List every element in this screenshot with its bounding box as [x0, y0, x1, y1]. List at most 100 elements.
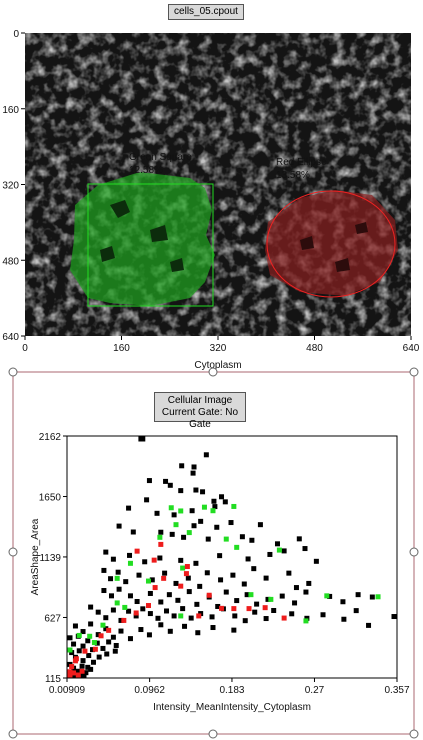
scatter-point — [110, 556, 116, 562]
scatter-point — [140, 436, 146, 442]
scatter-point — [122, 604, 128, 610]
scatter-point — [265, 596, 271, 602]
scatter-y-tick-label: 2162 — [39, 432, 62, 443]
resize-handle-bottom[interactable] — [208, 729, 218, 739]
scatter-point — [218, 577, 224, 583]
scatter-point — [95, 632, 101, 638]
scatter-point — [198, 518, 204, 524]
scatter-point — [180, 565, 186, 571]
scatter-point — [252, 609, 258, 615]
scatter-point — [254, 601, 260, 607]
scatter-point — [186, 589, 192, 595]
scatter-point — [103, 626, 109, 632]
scatter-point — [88, 621, 94, 627]
scatter-point — [71, 670, 77, 676]
scatter-point — [118, 617, 124, 623]
scatter-point — [251, 566, 257, 572]
scatter-point — [234, 544, 240, 550]
green-square-gate[interactable] — [87, 183, 214, 307]
scatter-point — [320, 612, 326, 618]
scatter-point — [81, 672, 87, 678]
scatter-point — [142, 559, 148, 565]
resize-handle-bottom-left[interactable] — [8, 729, 18, 739]
resize-handle-left[interactable] — [8, 547, 18, 557]
scatter-point — [191, 523, 197, 529]
scatter-point — [87, 633, 93, 639]
scatter-x-tick-label: 0.183 — [219, 685, 244, 696]
scatter-point — [136, 572, 142, 578]
scatter-point — [206, 592, 212, 598]
scatter-point — [85, 638, 91, 644]
scatter-point — [154, 510, 160, 516]
scatter-point — [210, 508, 216, 514]
scatter-point — [67, 669, 73, 675]
scatter-point — [205, 536, 211, 542]
scatter-point — [112, 648, 118, 654]
red-gate-holes — [300, 222, 368, 272]
scatter-point — [138, 627, 144, 633]
image-y-tick-label: 0 — [13, 29, 19, 40]
cell-image-panel[interactable]: Green Square 12.58% Red Ellipse 13.58% — [25, 33, 411, 336]
resize-handles[interactable] — [8, 367, 419, 739]
scatter-point — [183, 571, 189, 577]
scatter-point — [201, 504, 207, 510]
scatter-y-axis-label: AreaShape_Area — [30, 518, 41, 595]
scatter-point — [180, 606, 186, 612]
scatter-point — [100, 622, 106, 628]
scatter-point — [126, 505, 132, 511]
scatter-point — [267, 551, 273, 557]
scatter-point — [114, 600, 120, 606]
scatter-point — [127, 593, 133, 599]
scatter-point — [286, 570, 292, 576]
scatter-point — [67, 672, 73, 678]
scatter-point — [178, 488, 184, 494]
image-y-tick-label: 160 — [2, 105, 19, 116]
scatter-point — [391, 614, 397, 620]
scatter-point — [75, 668, 81, 674]
scatter-point — [232, 613, 238, 619]
scatter-y-tick-label: 627 — [44, 613, 61, 624]
scatter-point — [200, 489, 206, 495]
scatter-point — [115, 569, 121, 575]
scatter-point — [204, 570, 210, 576]
scatter-point — [157, 555, 163, 561]
scatter-point — [72, 658, 78, 664]
resize-handle-top-left[interactable] — [8, 367, 18, 377]
scatter-point — [231, 606, 237, 612]
scatter-point — [169, 531, 175, 537]
scatter-point — [134, 548, 140, 554]
scatter-point — [163, 478, 169, 484]
scatter-point — [196, 613, 202, 619]
red-ellipse-gate[interactable] — [266, 190, 396, 298]
scatter-point — [296, 536, 302, 542]
scatter-point — [69, 650, 75, 656]
image-y-tick-label: 480 — [2, 256, 19, 267]
scatter-point — [90, 647, 96, 653]
red-gate-percent: 13.58% — [276, 170, 310, 181]
scatter-point — [157, 534, 163, 540]
scatter-point — [86, 653, 92, 659]
resize-handle-top-right[interactable] — [409, 367, 419, 377]
red-gate-fill — [265, 190, 398, 296]
scatter-point — [257, 522, 263, 528]
resize-handle-right[interactable] — [409, 547, 419, 557]
resize-handle-top[interactable] — [208, 367, 218, 377]
scatter-point — [369, 594, 375, 600]
scatter-point — [211, 498, 217, 504]
scatter-point — [116, 523, 122, 529]
scatter-point — [191, 464, 197, 470]
scatter-plot-area[interactable] — [66, 435, 398, 679]
scatter-point — [108, 576, 114, 582]
scatter-x-tick-label: 0.27 — [305, 685, 325, 696]
scatter-point — [130, 529, 136, 535]
scatter-point — [304, 615, 310, 621]
scatter-point — [197, 583, 203, 589]
scatter-point — [193, 560, 199, 566]
scatter-point — [203, 452, 209, 458]
scatter-point — [106, 639, 112, 645]
scatter-point — [274, 541, 280, 547]
scatter-point — [118, 628, 124, 634]
resize-handle-bottom-right[interactable] — [409, 729, 419, 739]
scatter-point — [303, 589, 309, 595]
scatter-point — [231, 627, 237, 633]
